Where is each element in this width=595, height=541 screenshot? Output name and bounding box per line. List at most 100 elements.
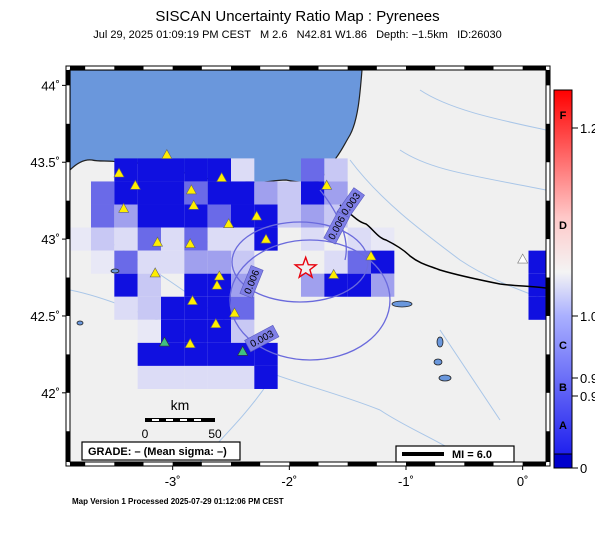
grid-cell [137,204,161,228]
grid-cell [371,273,395,297]
grid-cell [207,181,231,205]
grid-cell [137,319,161,343]
grid-cell [161,319,185,343]
grid-cell [231,250,255,274]
station-marker [210,318,222,328]
grid-cell [161,181,185,205]
mi-text: MI = 6.0 [452,449,492,461]
grid-cell [254,204,278,228]
colorbar-letter: C [559,340,567,352]
lon-tick-label: 0˚ [517,474,529,489]
colorbar-letter: B [559,382,567,394]
grid-cell [254,181,278,205]
colorbar-value: 0.9 [580,371,595,386]
colorbar-value: 0 [580,461,587,476]
station-marker [149,267,161,278]
station-marker [184,238,196,249]
lat-tick-label: 43˚ [41,232,60,247]
grid-cell [114,296,138,320]
lon-tick-label: -3˚ [165,474,181,489]
grade-box: GRADE: – (Mean sigma: –) [81,441,241,461]
grid-cell [347,273,371,297]
grid-cell [231,227,255,251]
grid-cell [137,250,161,274]
colorbar-value: 1.2 [580,121,595,136]
grid-cell [207,227,231,251]
colorbar-value: 1.0 [580,309,595,324]
station-marker [151,236,164,247]
grid-cell [231,181,255,205]
grid-cell [207,365,231,389]
grid-cell [161,296,185,320]
grid-cell [184,158,208,182]
map-area [70,70,546,462]
grid-cell [91,227,115,251]
grid-cell [231,365,255,389]
grid-cell [137,342,161,366]
epicenter-star-icon [293,255,319,279]
grid-cell [161,227,185,251]
grid-cell [231,158,255,182]
station-marker [113,167,125,178]
colorbar-letter: D [559,220,567,232]
grid-cell [137,365,161,389]
grid-cell [207,296,231,320]
lat-tick-label: 44˚ [41,78,60,93]
grid-cell [184,296,208,320]
stations [113,148,529,356]
grid-cell [301,273,325,297]
grid-cell [324,250,348,274]
grid-cell [207,250,231,274]
station-marker [188,199,200,210]
grid-cell [161,158,185,182]
grid-cell [184,365,208,389]
grid-cell [371,250,395,274]
grid-cell [254,365,278,389]
station-marker [251,210,263,221]
scale-bar-end: 50 [208,427,222,441]
mi-legend: MI = 6.0 [395,445,515,463]
map-frame [62,65,551,470]
station-marker [161,148,173,159]
grid-cell [137,158,161,182]
grid-cell [137,296,161,320]
station-marker [260,233,272,244]
grid-cell [184,342,208,366]
grid-cell [301,158,325,182]
grid-cell [528,250,546,274]
lon-tick-label: -2˚ [281,474,297,489]
grade-text: GRADE: – (Mean sigma: –) [88,446,227,458]
grid-cell [184,250,208,274]
grid-cell [137,181,161,205]
grid-cell [207,158,231,182]
lat-tick-label: 42.5˚ [30,309,60,324]
station-marker [185,184,197,195]
grid-cell [347,227,371,251]
grid-cell [231,204,255,228]
colorbar-letter: A [559,420,567,432]
grid-cell [70,227,91,251]
lat-tick-label: 43.5˚ [30,155,60,170]
axis-labels: 44˚ 43.5˚ 43˚ 42.5˚ 42˚ -3˚ -2˚ -1˚ 0˚ [30,78,528,489]
grid-cell [207,319,231,343]
lat-tick-label: 42˚ [41,386,60,401]
scale-bar: km 0 50 [142,397,222,441]
station-marker [237,345,249,356]
lakes [76,268,452,382]
grid-cell [161,365,185,389]
station-marker [158,336,171,347]
station-marker [517,253,529,264]
lon-tick-label: -1˚ [398,474,414,489]
grid-cell [114,250,138,274]
map-title: SISCAN Uncertainty Ratio Map : Pyrenees [155,8,440,25]
grid-cell [324,273,348,297]
station-marker [365,250,377,261]
grid-cell [184,273,208,297]
grid-cell [277,181,301,205]
grid-cell [184,319,208,343]
grid-cell [324,158,348,182]
station-marker [321,179,333,190]
colorbar-letter: F [560,110,567,122]
footer-note: Map Version 1 Processed 2025-07-29 01:12… [72,497,284,506]
